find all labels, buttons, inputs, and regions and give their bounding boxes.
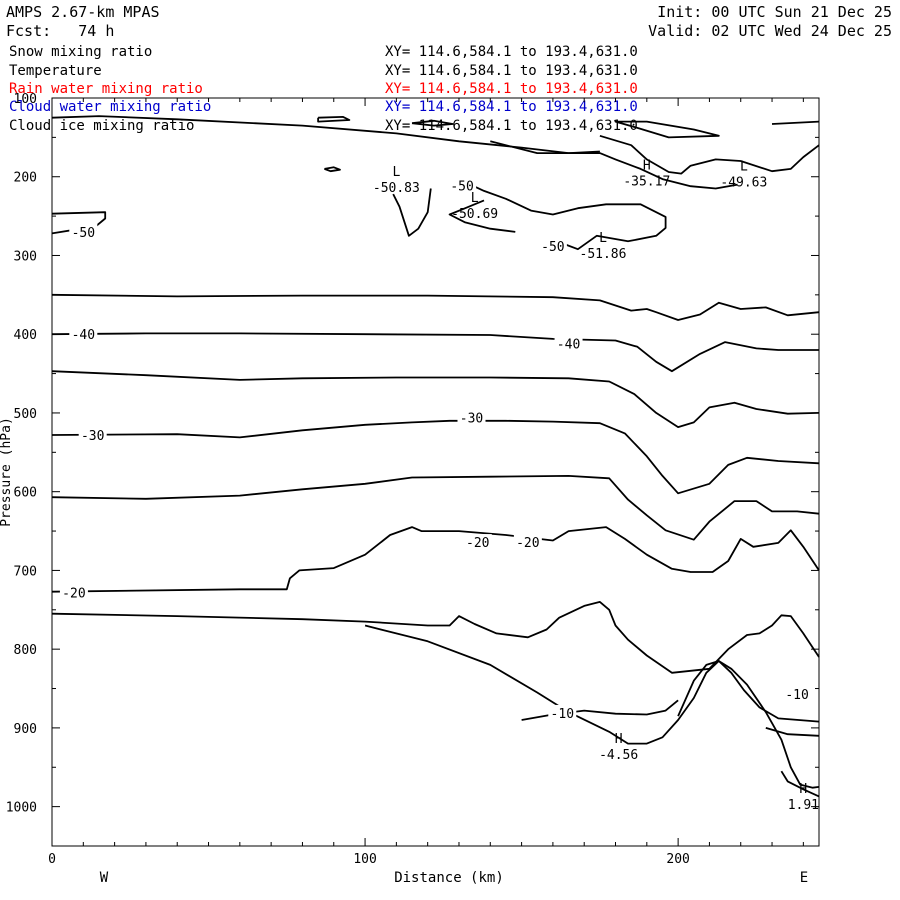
field-range-temperature: XY= 114.6,584.1 to 193.4,631.0 (385, 63, 638, 79)
extremum-marker: L (471, 191, 479, 206)
contour-line (51, 526, 820, 593)
y-tick-label: 200 (14, 171, 37, 186)
y-tick-label: 700 (14, 564, 37, 579)
extremum-marker: L (599, 231, 607, 246)
contour-label-bg (554, 335, 583, 351)
contour-line (771, 120, 820, 125)
x-tick-label: 100 (353, 852, 376, 867)
contour-label-bg (448, 177, 477, 193)
contour-label: -10 (551, 707, 574, 722)
contour-label: -20 (466, 536, 489, 551)
contour-line (490, 140, 738, 190)
y-tick-label: 100 (14, 92, 37, 107)
contour-label: -30 (81, 429, 104, 444)
y-tick-label: 500 (14, 407, 37, 422)
field-range-snow: XY= 114.6,584.1 to 193.4,631.0 (385, 44, 638, 60)
field-name-cloud-ice: Cloud ice mixing ratio (9, 118, 195, 134)
contour-line (51, 601, 820, 674)
x-tick-label: 0 (48, 852, 56, 867)
x-axis-east-label: E (800, 870, 808, 886)
y-axis-label: Pressure (hPa) (0, 417, 14, 527)
contour-line (324, 166, 341, 173)
contour-line (364, 624, 820, 745)
contour-label: -10 (785, 688, 808, 703)
y-tick-label: 1000 (6, 801, 37, 816)
field-range-cloud-water: XY= 114.6,584.1 to 193.4,631.0 (385, 99, 638, 115)
field-name-temperature: Temperature (9, 63, 102, 79)
extremum-value: -50.69 (451, 207, 498, 222)
x-axis-label: Distance (km) (394, 870, 504, 886)
axes: 100 200 300 400 500 600 700 800 900 1000 0 100 200 (6, 92, 819, 867)
contour-label-bg (457, 409, 486, 425)
contour-label: -20 (62, 586, 85, 601)
init-time: Init: 00 UTC Sun 21 Dec 25 (657, 3, 892, 21)
contour-label-bg (463, 534, 492, 550)
extremum-marker: L (740, 159, 748, 174)
contour-label: -40 (557, 338, 580, 353)
contour-line (521, 699, 679, 721)
y-tick-label: 900 (14, 722, 37, 737)
contour-line (411, 119, 454, 127)
contour-line (464, 181, 667, 251)
contour-line (780, 770, 820, 798)
contour-line (448, 199, 516, 233)
plot-frame (51, 97, 820, 847)
contour-line (51, 475, 820, 541)
extremum-value: 1.91 (788, 798, 819, 813)
y-tick-label: 600 (14, 486, 37, 501)
contour-line (51, 332, 819, 373)
extremum-value: -35.17 (623, 175, 670, 190)
forecast-hour: Fcst: 74 h (6, 22, 115, 40)
contour-label-bg (513, 534, 542, 550)
contour-line (51, 370, 820, 428)
field-name-cloud-water: Cloud water mixing ratio (9, 99, 212, 115)
contour-label-bg (69, 326, 98, 342)
contour-label-bg (69, 223, 98, 239)
extremum-value: -50.83 (373, 181, 420, 196)
extremum-marker: H (643, 159, 651, 174)
x-axis-west-label: W (100, 870, 109, 886)
y-tick-label: 400 (14, 328, 37, 343)
valid-time: Valid: 02 UTC Wed 24 Dec 25 (648, 22, 892, 40)
extremum-marker: H (799, 782, 807, 797)
contour-line (614, 120, 720, 139)
contour-lines (51, 115, 820, 798)
contour-label: -30 (460, 412, 483, 427)
model-title: AMPS 2.67-km MPAS (6, 3, 160, 21)
extremum-marker: L (392, 165, 400, 180)
contour-line (677, 660, 820, 789)
contour-line (765, 727, 820, 737)
contour-line (599, 134, 820, 175)
contour-label: -40 (72, 328, 95, 343)
extremum-value: -4.56 (599, 748, 638, 763)
field-range-rain: XY= 114.6,584.1 to 193.4,631.0 (385, 81, 638, 97)
field-name-snow: Snow mixing ratio (9, 44, 153, 60)
contour-line (392, 188, 432, 237)
extremum-value: -51.86 (580, 247, 627, 262)
contour-line (51, 115, 600, 154)
contour-label-bg (78, 426, 107, 442)
y-tick-label: 300 (14, 249, 37, 264)
contour-line (51, 419, 820, 495)
contour-label: -20 (516, 536, 539, 551)
x-tick-label: 200 (666, 852, 689, 867)
contour-line (51, 293, 820, 321)
contour-label: -50 (541, 240, 564, 255)
contour-label: -50 (450, 179, 473, 194)
contour-label-bg (59, 584, 88, 600)
field-name-rain: Rain water mixing ratio (9, 81, 203, 97)
contour-labels: -50-50-50-40-40-30-30-20 -20-20-10-10L-50… (59, 159, 819, 813)
contour-label: -50 (72, 226, 95, 241)
contour-label-bg (538, 238, 567, 254)
contour-label-bg (783, 686, 812, 702)
extremum-value: -49.63 (720, 175, 767, 190)
contour-line (317, 116, 351, 123)
extremum-marker: H (615, 732, 623, 747)
contour-label-bg (548, 704, 577, 720)
y-tick-label: 800 (14, 643, 37, 658)
